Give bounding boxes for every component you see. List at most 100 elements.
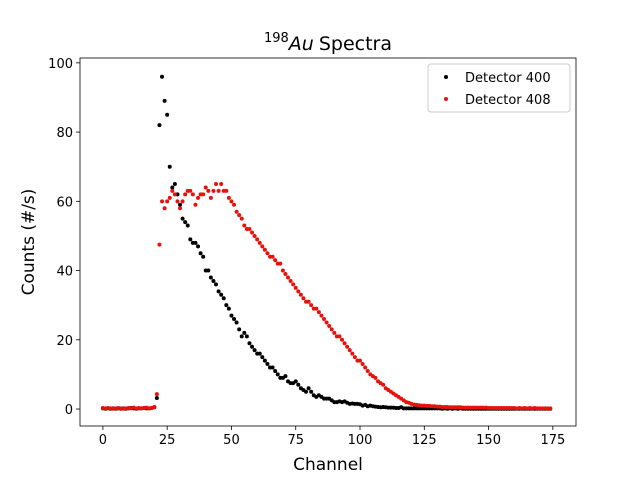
data-point (232, 202, 237, 207)
legend-box (427, 63, 571, 113)
data-point (265, 362, 270, 367)
data-point (275, 372, 280, 377)
data-point (190, 192, 195, 197)
data-point (201, 192, 206, 197)
data-point (257, 240, 262, 245)
data-point (358, 358, 363, 363)
data-point (206, 188, 211, 193)
data-point (352, 355, 357, 360)
data-point (206, 268, 211, 273)
data-point (373, 375, 378, 380)
data-point (224, 303, 229, 308)
data-point (226, 306, 231, 311)
data-point (306, 386, 311, 391)
data-point (273, 368, 278, 373)
x-tick-label: 175 (540, 433, 565, 448)
data-point (270, 365, 275, 370)
x-tick-label: 25 (159, 433, 176, 448)
data-point (237, 327, 242, 332)
x-axis-label: Channel (293, 455, 363, 475)
data-point (224, 188, 229, 193)
y-tick-label: 40 (56, 265, 73, 280)
data-point (154, 392, 159, 397)
plot-frame (79, 57, 577, 427)
data-point (170, 188, 175, 193)
data-point (226, 195, 231, 200)
data-point (257, 351, 262, 356)
data-point (293, 285, 298, 290)
data-point (322, 317, 327, 322)
data-point (196, 195, 201, 200)
data-point (183, 192, 188, 197)
data-point (286, 275, 291, 280)
data-point (309, 389, 314, 394)
data-point (262, 358, 267, 363)
data-point (152, 404, 157, 409)
data-point (283, 272, 288, 277)
data-point (381, 382, 386, 387)
data-point (319, 313, 324, 318)
data-point (340, 337, 345, 342)
title-superscript: 198 (264, 31, 289, 46)
data-point (214, 182, 219, 187)
data-point (365, 368, 370, 373)
data-point (360, 362, 365, 367)
y-axis-label: Counts (#/s) (19, 189, 39, 296)
data-point (252, 233, 257, 238)
data-point (193, 202, 198, 207)
data-point (208, 275, 213, 280)
data-point (183, 220, 188, 225)
data-point (185, 223, 190, 228)
x-tick-label: 125 (412, 433, 437, 448)
data-point (293, 379, 298, 384)
data-point (178, 206, 183, 211)
data-point (219, 182, 224, 187)
data-point (162, 206, 167, 211)
data-point (175, 199, 180, 204)
data-point (242, 223, 247, 228)
data-point (234, 320, 239, 325)
data-point (167, 195, 172, 200)
data-point (296, 382, 301, 387)
data-point (273, 258, 278, 263)
data-point (283, 374, 288, 379)
data-point (229, 199, 234, 204)
data-point (211, 278, 216, 283)
data-point (157, 123, 162, 128)
data-point (196, 244, 201, 249)
y-tick-label: 80 (56, 126, 73, 141)
x-tick-label: 150 (476, 433, 501, 448)
data-point (162, 98, 167, 103)
y-tick-label: 60 (56, 195, 73, 210)
legend-marker (444, 75, 448, 79)
data-point (250, 230, 255, 235)
data-point (221, 296, 226, 301)
data-point (214, 282, 219, 287)
data-point (232, 317, 237, 322)
legend-label: Detector 400 (465, 71, 551, 86)
data-point (160, 199, 165, 204)
data-point (288, 278, 293, 283)
chart-title: 198Au Spectra (264, 31, 392, 55)
data-point (239, 216, 244, 221)
data-point (265, 251, 270, 256)
data-point (260, 355, 265, 360)
data-point (262, 247, 267, 252)
data-point (298, 292, 303, 297)
data-point (278, 261, 283, 266)
data-point (342, 341, 347, 346)
x-tick-label: 50 (223, 433, 240, 448)
data-point (301, 296, 306, 301)
data-point (203, 185, 208, 190)
data-point (247, 227, 252, 232)
data-point (172, 182, 177, 187)
data-point (324, 320, 329, 325)
data-point (198, 251, 203, 256)
y-tick-label: 20 (56, 334, 73, 349)
data-point (332, 330, 337, 335)
data-point (309, 303, 314, 308)
data-point (350, 351, 355, 356)
legend-label: Detector 408 (465, 93, 551, 108)
data-point (165, 199, 170, 204)
